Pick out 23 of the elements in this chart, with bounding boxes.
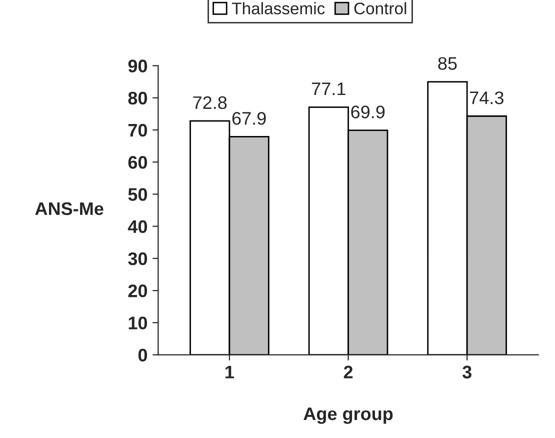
x-tick-label: 1 — [226, 366, 234, 378]
y-axis-title: ANS-Me — [35, 202, 104, 216]
data-label: 85 — [438, 57, 457, 70]
data-label: 77.1 — [312, 82, 346, 96]
data-label: 67.9 — [232, 112, 266, 125]
x-tick-label: 3 — [462, 366, 472, 378]
data-label: 74.3 — [470, 91, 504, 104]
data-label: 69.9 — [351, 106, 385, 118]
legend-label: Control — [354, 2, 406, 14]
x-tick-label: 2 — [344, 366, 353, 378]
y-tick-label: 80 — [128, 92, 148, 105]
y-tick-label: 10 — [128, 316, 148, 330]
data-label: 72.8 — [193, 96, 227, 110]
y-tick-label: 70 — [128, 124, 148, 137]
y-tick-label: 60 — [128, 156, 148, 169]
y-tick-label: 30 — [128, 252, 148, 266]
y-tick-label: 0 — [138, 348, 148, 362]
x-axis-title: Age group — [304, 408, 393, 424]
y-tick-label: 90 — [128, 60, 148, 72]
y-tick-label: 20 — [128, 284, 148, 298]
legend-label: Thalassemic — [232, 2, 325, 14]
y-tick-label: 50 — [128, 188, 148, 201]
y-tick-label: 40 — [128, 220, 148, 234]
